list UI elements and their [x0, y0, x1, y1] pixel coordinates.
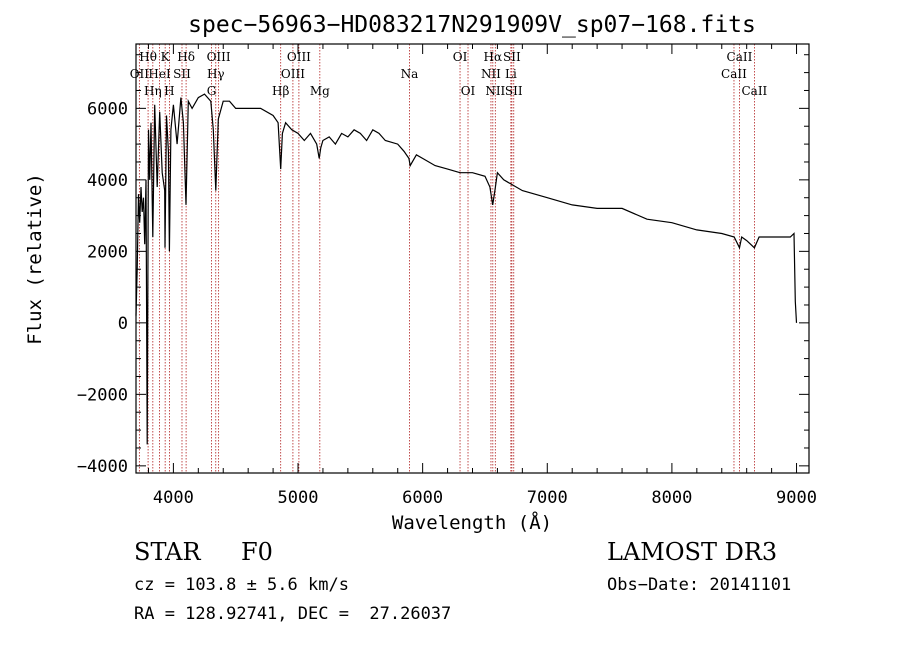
x-tick-label-0: 4000 — [153, 488, 194, 508]
line-label-11: Hβ — [272, 84, 289, 98]
line-label-25: CaII — [727, 50, 753, 64]
line-label-2: Hη — [144, 84, 162, 98]
survey-name: LAMOST DR3 — [607, 538, 778, 566]
line-label-26: CaII — [741, 84, 767, 98]
y-tick-label-1: −2000 — [77, 385, 128, 405]
spectral-line-markers — [138, 44, 755, 473]
y-axis-label: Flux (relative) — [24, 173, 46, 345]
redshift-velocity: cz = 103.8 ± 5.6 km/s — [134, 575, 349, 595]
line-label-22: SII — [503, 50, 521, 64]
y-tick-label-2: 0 — [118, 314, 128, 334]
line-label-7: Hδ — [177, 50, 195, 64]
line-label-12: OIII — [281, 67, 305, 81]
object-class: STAR — [134, 538, 201, 566]
line-label-0: OII — [130, 67, 150, 81]
observation-date: Obs−Date: 20141101 — [607, 575, 792, 595]
line-label-18: NII — [481, 67, 501, 81]
chart-title: spec−56963−HD083217N291909V_sp07−168.fit… — [188, 12, 756, 38]
line-label-1: Hθ — [139, 50, 157, 64]
line-label-3: HeI — [148, 67, 171, 81]
line-label-5: H — [164, 84, 174, 98]
tick-marks: 4000 5000 6000 7000 8000 9000 −4000 −2000 0 2000 4… — [77, 44, 817, 508]
line-label-24: CaII — [721, 67, 747, 81]
line-label-10: OIII — [207, 50, 231, 64]
y-tick-label-0: −4000 — [77, 457, 128, 477]
line-label-23: SII — [505, 84, 523, 98]
line-label-16: OI — [453, 50, 468, 64]
line-label-19: Hα — [484, 50, 503, 64]
line-label-8: G — [207, 84, 217, 98]
x-tick-label-1: 5000 — [278, 488, 319, 508]
line-label-21: Li — [505, 67, 517, 81]
spectrum-line — [135, 93, 798, 445]
line-label-17: OI — [461, 84, 476, 98]
line-label-13: OIII — [287, 50, 311, 64]
y-tick-label-5: 6000 — [87, 99, 128, 119]
x-tick-label-5: 9000 — [776, 488, 817, 508]
x-tick-label-2: 6000 — [402, 488, 443, 508]
line-label-4: K — [161, 50, 171, 64]
line-label-6: SII — [173, 67, 191, 81]
line-labels: OII Hθ Hη HeI K H SII Hδ G Hγ OIII Hβ OIII OIII Mg Na OI… — [130, 50, 768, 98]
line-label-20: NII — [485, 84, 505, 98]
line-label-14: Mg — [310, 84, 330, 98]
x-tick-label-3: 7000 — [527, 488, 568, 508]
line-label-15: Na — [401, 67, 419, 81]
line-label-9: Hγ — [207, 67, 225, 81]
x-axis-label: Wavelength (Å) — [392, 511, 552, 534]
coordinates: RA = 128.92741, DEC = 27.26037 — [134, 604, 452, 624]
object-subclass: F0 — [241, 538, 273, 566]
y-tick-label-3: 2000 — [87, 242, 128, 262]
x-tick-label-4: 8000 — [651, 488, 692, 508]
y-tick-label-4: 4000 — [87, 171, 128, 191]
